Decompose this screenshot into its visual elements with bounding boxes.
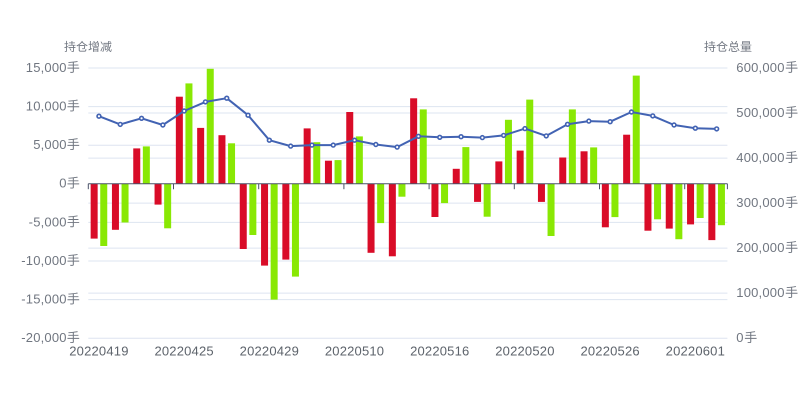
svg-text:10,000: 10,000 [26, 98, 67, 113]
svg-text:0: 0 [59, 176, 66, 191]
svg-text:20220419: 20220419 [69, 343, 128, 358]
svg-text:400,000: 400,000 [736, 150, 784, 165]
svg-text:-5,000: -5,000 [29, 214, 67, 229]
svg-text:20220429: 20220429 [240, 343, 299, 358]
svg-text:-15,000: -15,000 [21, 291, 66, 306]
svg-text:20220510: 20220510 [325, 343, 384, 358]
svg-text:0: 0 [736, 330, 743, 345]
svg-text:100,000: 100,000 [736, 285, 784, 300]
svg-text:5,000: 5,000 [33, 137, 66, 152]
svg-text:600,000: 600,000 [736, 60, 784, 75]
svg-text:20220516: 20220516 [410, 343, 469, 358]
svg-text:15,000: 15,000 [26, 60, 67, 75]
svg-text:300,000: 300,000 [736, 195, 784, 210]
svg-text:200,000: 200,000 [736, 240, 784, 255]
svg-text:20220601: 20220601 [666, 343, 725, 358]
svg-text:-20,000: -20,000 [21, 330, 66, 345]
svg-text:20220526: 20220526 [580, 343, 639, 358]
svg-text:-10,000: -10,000 [21, 253, 66, 268]
svg-text:500,000: 500,000 [736, 105, 784, 120]
svg-text:20220425: 20220425 [154, 343, 213, 358]
svg-text:20220520: 20220520 [495, 343, 554, 358]
